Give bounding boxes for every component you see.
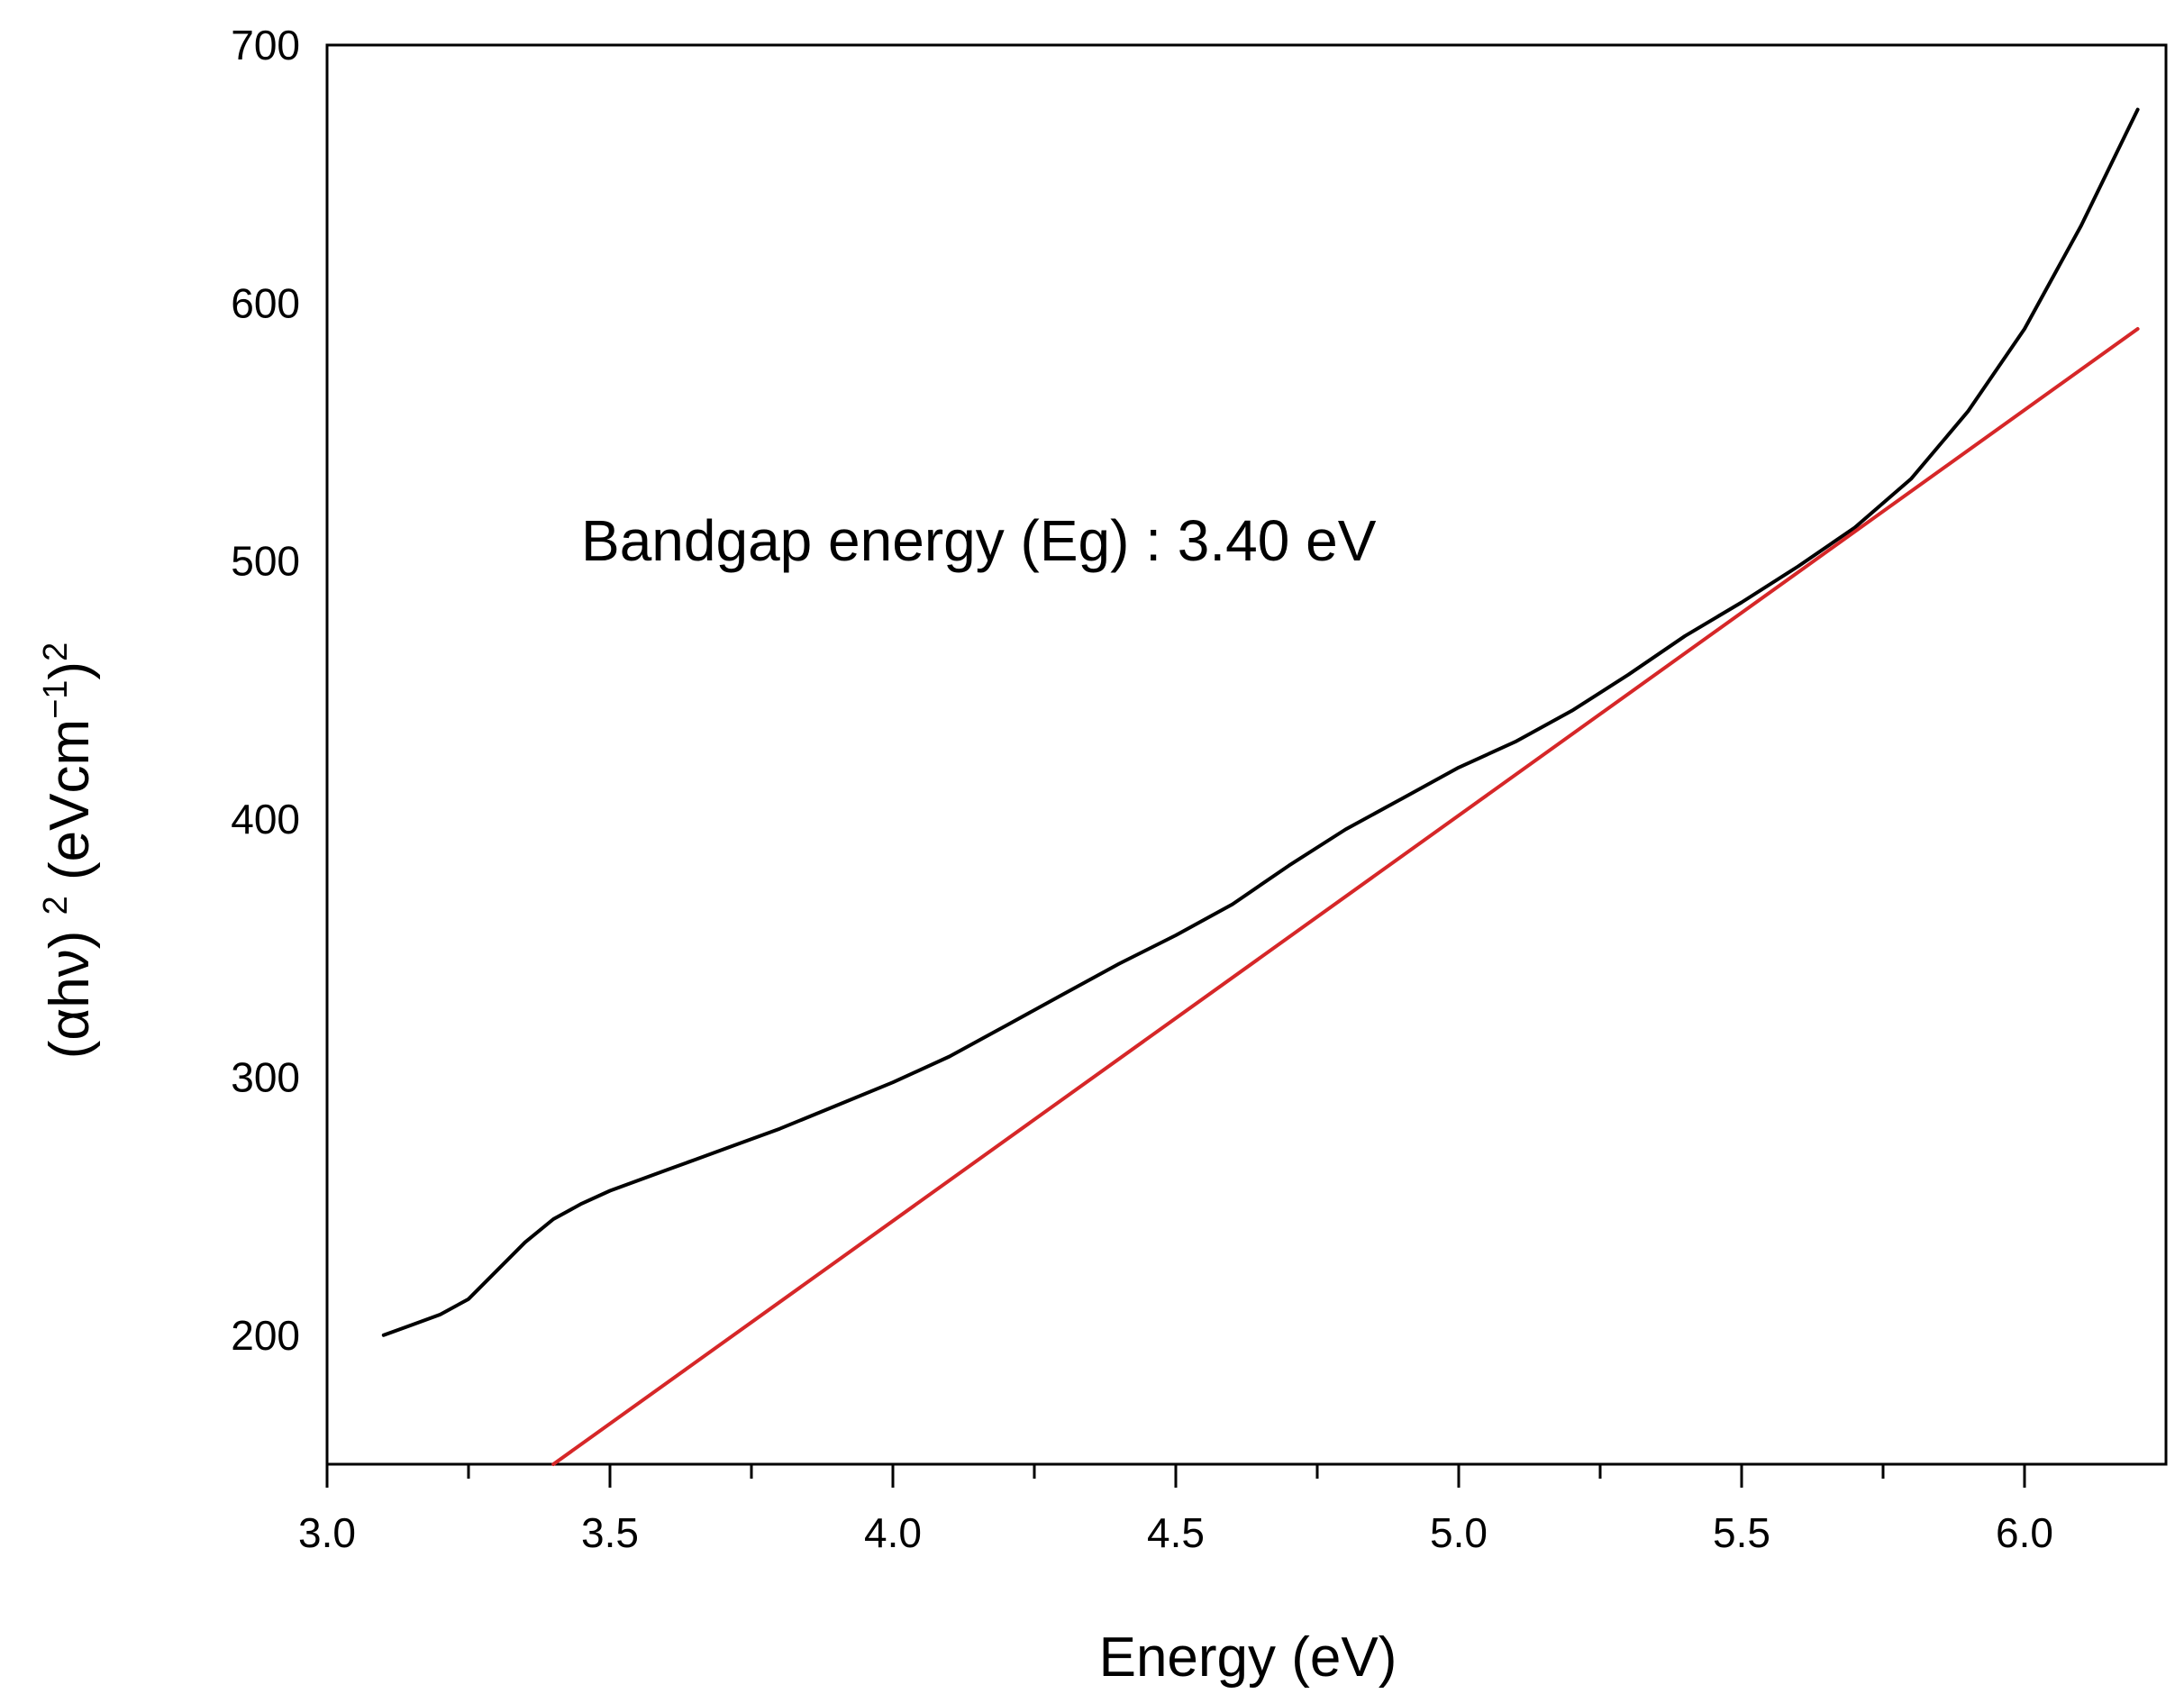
x-axis-title: Energy (eV) <box>1099 1626 1397 1689</box>
y-tick-label: 200 <box>231 1312 300 1359</box>
y-tick-label: 300 <box>231 1053 300 1100</box>
y-tick-label: 400 <box>231 796 300 842</box>
series-line-linear-fit <box>551 327 2140 1466</box>
series-line-measured <box>381 107 2140 1337</box>
y-tick-label: 500 <box>231 538 300 585</box>
x-tick-label: 3.5 <box>581 1509 639 1556</box>
series-layer <box>381 107 2140 1466</box>
bandgap-annotation: Bandgap energy (Eg) : 3.40 eV <box>581 508 1377 573</box>
x-tick-label: 3.0 <box>298 1509 356 1556</box>
plot-frame <box>325 43 2168 1466</box>
y-axis-title: (αhν) 2 (eVcm−1)2 <box>37 642 101 1059</box>
x-tick-label: 6.0 <box>1996 1509 2053 1556</box>
y-tick-label: 700 <box>231 22 300 68</box>
x-tick-label: 4.0 <box>864 1509 922 1556</box>
x-tick-label: 5.0 <box>1430 1509 1488 1556</box>
y-axis-title-text: (αhν) 2 (eVcm−1)2 <box>37 642 101 1059</box>
plot-border <box>325 43 2168 1466</box>
x-tick-label: 5.5 <box>1713 1509 1770 1556</box>
y-tick-label: 600 <box>231 279 300 326</box>
ticks-layer: 3.0 3.5 4.0 4.5 5.0 5.5 6.0 200 300 400 500 600 700 <box>231 22 2053 1556</box>
x-tick-label: 4.5 <box>1147 1509 1205 1556</box>
